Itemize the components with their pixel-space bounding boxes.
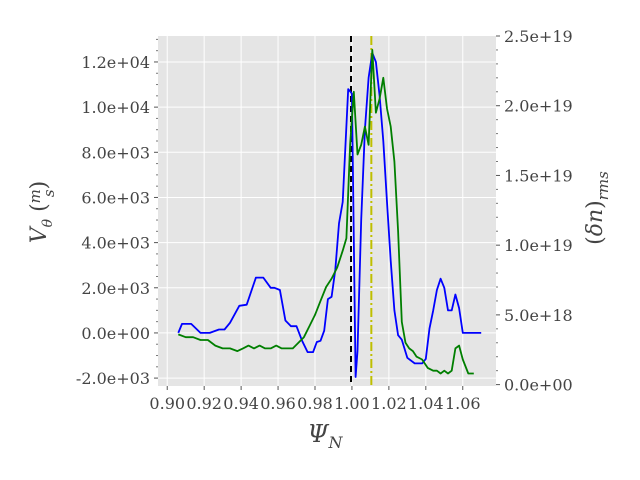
y-left-tick-label: 6.0e+03 — [81, 188, 150, 207]
x-tick-label: 0.94 — [223, 394, 259, 413]
grid-lines — [158, 36, 496, 386]
x-axis-title: ΨN — [307, 420, 343, 452]
velocity-line — [177, 52, 482, 378]
y-right-tick-label: 1.0e+19 — [504, 236, 573, 255]
density-fluctuation-line — [177, 49, 474, 375]
x-tick-label: 1.06 — [445, 394, 481, 413]
axis-ticks — [154, 35, 500, 390]
y-right-tick-label: 1.5e+19 — [504, 166, 573, 185]
y-left-tick-label: 4.0e+03 — [81, 234, 150, 253]
series-lines — [177, 49, 482, 378]
y-left-tick-label: 0.0e+00 — [81, 324, 150, 343]
x-tick-label: 1.04 — [408, 394, 444, 413]
y-right-tick-label: 2.5e+19 — [504, 27, 573, 46]
y-right-tick-label: 5.0e+18 — [504, 306, 573, 325]
y-right-tick-label: 2.0e+19 — [504, 97, 573, 116]
x-tick-label: 0.92 — [186, 394, 222, 413]
x-tick-label: 0.96 — [260, 394, 296, 413]
tick-labels: 0.90 0.92 0.94 0.96 0.98 1.00 1.02 1.04 1.06 -2.0… — [76, 27, 573, 413]
y-right-axis-title: (δn)rms — [583, 171, 612, 245]
x-tick-label: 0.98 — [297, 394, 333, 413]
x-tick-label: 1.02 — [371, 394, 407, 413]
x-tick-label: 0.90 — [149, 394, 185, 413]
y-left-tick-label: -2.0e+03 — [76, 369, 150, 388]
y-left-tick-label: 2.0e+03 — [81, 279, 150, 298]
plot-area — [158, 36, 496, 386]
y-right-tick-label: 0.0e+00 — [504, 376, 573, 395]
x-tick-label: 1.00 — [334, 394, 370, 413]
y-left-tick-label: 1.0e+04 — [81, 98, 150, 117]
y-left-tick-label: 8.0e+03 — [81, 143, 150, 162]
y-left-axis-title: Vθ (ms) — [26, 181, 58, 243]
y-left-tick-label: 1.2e+04 — [81, 53, 150, 72]
